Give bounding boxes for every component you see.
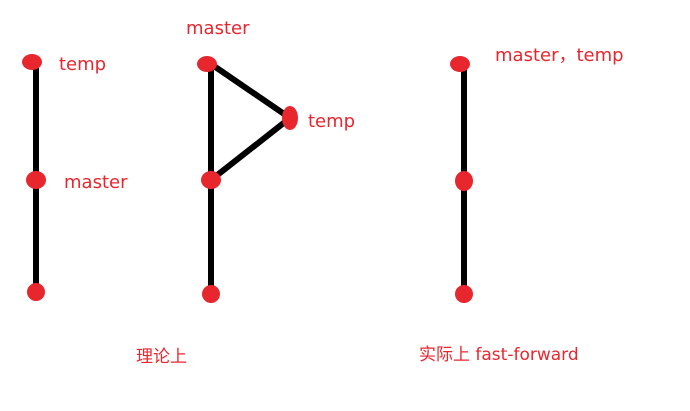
left-bottom-commit-node bbox=[27, 283, 45, 301]
right-top-commit-node bbox=[450, 56, 470, 72]
middle-middle-commit-node bbox=[201, 171, 221, 189]
middle-branch-label: temp bbox=[308, 111, 356, 132]
right-middle-commit-node bbox=[455, 171, 473, 191]
left-top-label: temp bbox=[59, 54, 107, 75]
middle-top-commit-node bbox=[197, 56, 217, 72]
middle-branch-commit-node bbox=[282, 106, 298, 130]
left-top-commit-node bbox=[22, 54, 42, 70]
right-bottom-commit-node bbox=[455, 285, 473, 303]
middle-top-label: master bbox=[186, 18, 250, 39]
right-branch-graph bbox=[450, 56, 473, 303]
middle-bottom-commit-node bbox=[202, 285, 220, 303]
left-branch-graph bbox=[22, 54, 46, 301]
middle-branch-graph bbox=[197, 56, 298, 303]
right-top-label: master，temp bbox=[495, 45, 624, 66]
middle-caption: 理论上 bbox=[136, 347, 187, 367]
middle-merge-line-lower bbox=[208, 115, 293, 183]
left-middle-commit-node bbox=[26, 171, 46, 189]
left-middle-label: master bbox=[64, 172, 128, 193]
right-caption: 实际上 fast-forward bbox=[419, 345, 579, 365]
middle-merge-line-upper bbox=[208, 61, 293, 121]
